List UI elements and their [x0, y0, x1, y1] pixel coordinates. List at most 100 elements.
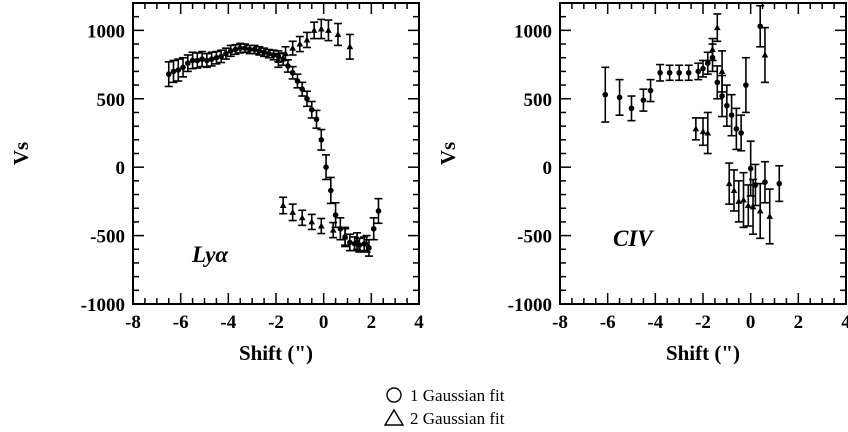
- data-point-triangle: [341, 233, 349, 240]
- data-point-circle: [251, 46, 258, 53]
- legend-label: 2 Gaussian fit: [410, 409, 505, 428]
- x-axis-title: Shift ("): [666, 341, 740, 365]
- data-point-circle: [733, 126, 740, 132]
- y-tick-label: 500: [524, 90, 553, 111]
- data-point-triangle: [275, 56, 282, 63]
- data-point-triangle: [296, 40, 304, 47]
- series-circle: [601, 4, 784, 207]
- data-point-circle: [246, 46, 253, 53]
- series-triangle: [274, 18, 371, 253]
- series-triangle: [691, 13, 774, 245]
- data-point-circle: [695, 68, 702, 75]
- y-tick-label: 1000: [87, 21, 125, 42]
- data-point-circle: [728, 112, 735, 118]
- data-point-circle: [199, 56, 205, 62]
- data-point-circle: [223, 50, 229, 57]
- data-point-circle: [616, 94, 623, 101]
- x-tick-label: -8: [125, 312, 141, 333]
- data-point-triangle: [709, 46, 716, 53]
- plot-frame: [132, 2, 420, 305]
- plot-frame: [559, 2, 847, 305]
- x-axis-title: Shift ("): [239, 341, 313, 365]
- data-point-circle: [318, 137, 325, 143]
- data-point-circle: [170, 68, 177, 75]
- data-point-triangle: [279, 201, 287, 208]
- x-tick-label: -8: [552, 312, 568, 333]
- series-circle: [164, 42, 383, 257]
- x-tick-label: 4: [414, 312, 424, 333]
- y-tick-label: -500: [517, 227, 552, 248]
- data-point-circle: [666, 69, 673, 76]
- data-point-triangle: [346, 43, 354, 50]
- data-point-triangle: [310, 26, 318, 33]
- data-point-circle: [700, 65, 706, 72]
- legend-item-2: 2 Gaussian fit: [383, 408, 505, 428]
- data-point-circle: [227, 48, 234, 54]
- data-point-triangle: [766, 212, 774, 219]
- data-point-triangle: [749, 203, 757, 210]
- data-point-circle: [261, 49, 267, 56]
- data-point-triangle: [363, 240, 370, 247]
- data-point-triangle: [744, 201, 752, 208]
- y-tick-label: -500: [90, 227, 125, 248]
- y-axis-title: Vs: [436, 142, 460, 165]
- data-point-circle: [218, 53, 224, 60]
- y-axis-title: Vs: [9, 142, 33, 165]
- legend: 1 Gaussian fit 2 Gaussian fit: [383, 386, 505, 428]
- data-point-circle: [323, 164, 329, 170]
- data-point-circle: [657, 69, 663, 76]
- data-point-triangle: [725, 180, 733, 187]
- panel-label: CIV: [613, 226, 654, 251]
- x-tick-label: 2: [367, 312, 377, 333]
- chart-panels: -8 -6 -4 -2 0 2 4 -1000 -500 0 500 1000 Shift (") Vs L…: [9, 2, 848, 365]
- data-point-triangle: [329, 226, 337, 233]
- data-point-circle: [676, 69, 682, 76]
- data-point-circle: [313, 116, 320, 123]
- data-point-circle: [640, 97, 647, 103]
- data-point-circle: [208, 56, 215, 62]
- data-point-circle: [685, 69, 692, 76]
- chart-panel-1: -8 -6 -4 -2 0 2 4 -1000 -500 0 500 1000 Shift (") Vs L…: [9, 2, 424, 365]
- data-point-circle: [719, 93, 725, 99]
- data-point-triangle: [289, 44, 296, 51]
- x-tick-label: -4: [220, 312, 236, 333]
- data-point-circle: [738, 130, 744, 136]
- data-point-triangle: [692, 125, 700, 132]
- data-point-circle: [180, 64, 186, 71]
- data-point-circle: [776, 180, 783, 187]
- data-point-circle: [714, 79, 721, 86]
- y-tick-label: 1000: [514, 21, 552, 42]
- x-tick-label: -2: [695, 312, 711, 333]
- data-point-circle: [704, 60, 711, 66]
- data-point-circle: [232, 46, 239, 53]
- data-point-circle: [332, 212, 339, 218]
- data-point-circle: [304, 95, 310, 102]
- data-point-triangle: [289, 208, 296, 215]
- x-tick-label: -6: [600, 312, 616, 333]
- data-point-circle: [204, 57, 210, 64]
- data-point-triangle: [353, 237, 361, 244]
- x-tick-label: 0: [746, 312, 756, 333]
- y-tick-label: 0: [543, 158, 553, 179]
- data-point-triangle: [308, 218, 316, 225]
- data-point-circle: [165, 71, 172, 77]
- data-point-triangle: [756, 207, 764, 214]
- data-point-triangle: [325, 26, 332, 33]
- x-tick-label: 4: [841, 312, 848, 333]
- y-tick-label: 500: [97, 90, 126, 111]
- data-point-circle: [266, 50, 272, 57]
- data-point-circle: [375, 208, 382, 214]
- x-tick-label: -4: [647, 312, 663, 333]
- data-point-triangle: [334, 30, 342, 37]
- data-point-circle: [256, 48, 263, 54]
- data-point-triangle: [303, 36, 311, 43]
- data-point-triangle: [704, 129, 712, 136]
- data-point-triangle: [740, 196, 747, 203]
- data-point-circle: [747, 165, 754, 172]
- legend-item-1: 1 Gaussian fit: [386, 386, 505, 405]
- data-point-circle: [602, 91, 609, 98]
- data-point-circle: [356, 242, 363, 248]
- data-point-circle: [328, 187, 334, 194]
- data-point-circle: [185, 60, 191, 66]
